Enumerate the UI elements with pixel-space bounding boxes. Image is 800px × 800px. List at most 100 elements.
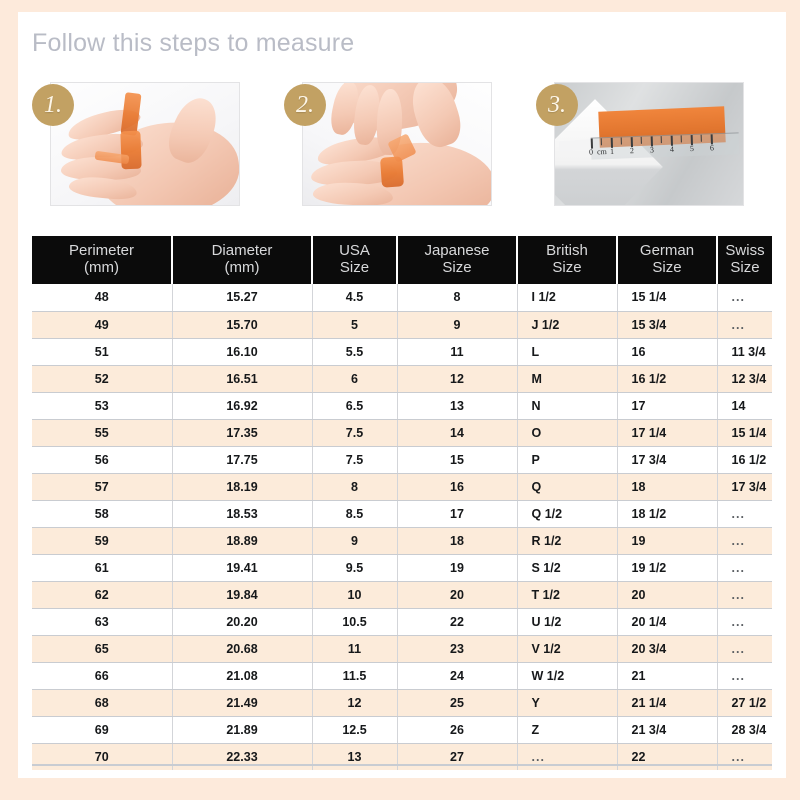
- column-header-line1: Diameter: [211, 242, 273, 259]
- table-cell: 59: [32, 527, 173, 555]
- table-cell: 21 3/4: [617, 716, 718, 744]
- table-cell: ...: [717, 608, 772, 636]
- table-cell: 8.5: [312, 500, 398, 528]
- table-cell: 19.84: [172, 581, 313, 609]
- table-cell: 14: [717, 392, 772, 420]
- table-cell: V 1/2: [517, 635, 618, 663]
- table-cell: ...: [717, 284, 772, 312]
- table-cell: 57: [32, 473, 173, 501]
- table-cell: 16: [397, 473, 518, 501]
- column-header-line1: Japanese: [424, 242, 490, 259]
- table-cell: 65: [32, 635, 173, 663]
- column-header-line1: German: [639, 242, 695, 259]
- table-cell: 11.5: [312, 662, 398, 690]
- table-cell: U 1/2: [517, 608, 618, 636]
- table-cell: 16: [617, 338, 718, 366]
- table-cell: 15 1/4: [617, 284, 718, 312]
- table-cell: ...: [717, 527, 772, 555]
- table-cell: 18: [397, 527, 518, 555]
- table-row: 48 15.27 4.5 8 I 1/2 15 1/4...: [32, 284, 772, 312]
- column-header-line2: Size: [730, 258, 760, 276]
- step-2-photo: [302, 82, 492, 206]
- table-cell: 18.19: [172, 473, 313, 501]
- column-header-line2: (mm): [84, 258, 119, 276]
- table-cell: 16.10: [172, 338, 313, 366]
- table-cell: 18.89: [172, 527, 313, 555]
- table-cell: 15 1/4: [717, 419, 772, 447]
- table-cell: M: [517, 365, 618, 393]
- table-cell: 5: [312, 311, 398, 339]
- table-cell: 17 3/4: [617, 446, 718, 474]
- measurement-guide-card: Follow this steps to measure 1.: [18, 12, 786, 778]
- ruler-label-5: 5: [689, 144, 695, 154]
- ring-size-table: Perimeter (mm) Diameter (mm) USA Size Japanese…: [32, 236, 772, 770]
- table-column-header-5: German Size: [617, 236, 718, 284]
- table-cell: 11: [312, 635, 398, 663]
- ruler-label-6: 6: [709, 143, 715, 153]
- table-cell: ...: [717, 581, 772, 609]
- table-cell: 7.5: [312, 446, 398, 474]
- column-header-line2: Size: [652, 258, 682, 276]
- table-cell: 5.5: [312, 338, 398, 366]
- table-cell: 21.49: [172, 689, 313, 717]
- table-cell: 19 1/2: [617, 554, 718, 582]
- table-cell: Y: [517, 689, 618, 717]
- table-cell: Q: [517, 473, 618, 501]
- table-cell: 10.5: [312, 608, 398, 636]
- column-header-line1: Perimeter: [68, 242, 135, 259]
- table-cell: 14: [397, 419, 518, 447]
- table-cell: 19: [397, 554, 518, 582]
- table-cell: N: [517, 392, 618, 420]
- step-3-photo: 0 cm 1 2 3 4 5 6: [554, 82, 744, 206]
- table-column-header-4: British Size: [517, 236, 618, 284]
- table-row: 56 17.75 7.5 15 P 17 3/4 16 1/2: [32, 446, 772, 474]
- table-row: 55 17.35 7.5 14 O 17 1/4 15 1/4: [32, 419, 772, 447]
- table-cell: 15: [397, 446, 518, 474]
- table-row: 58 18.53 8.5 17 Q 1/2 18 1/2...: [32, 500, 772, 528]
- step-3: 0 cm 1 2 3 4 5 6 3.: [536, 82, 744, 206]
- table-cell: 11 3/4: [717, 338, 772, 366]
- table-cell: ...: [717, 311, 772, 339]
- table-column-header-3: Japanese Size: [397, 236, 518, 284]
- ruler-tick-0-5: [600, 138, 602, 146]
- table-cell: 8: [397, 284, 518, 312]
- table-cell: 7.5: [312, 419, 398, 447]
- ruler-tick-5-5: [700, 134, 702, 142]
- table-cell: 68: [32, 689, 173, 717]
- table-cell: 20 1/4: [617, 608, 718, 636]
- table-cell: 55: [32, 419, 173, 447]
- ruler-label-1: 1: [609, 146, 615, 156]
- table-cell: ...: [717, 500, 772, 528]
- table-row: 57 18.19 8 16 Q 18 17 3/4: [32, 473, 772, 501]
- table-cell: 16.51: [172, 365, 313, 393]
- table-header-row: Perimeter (mm) Diameter (mm) USA Size Japanese…: [32, 236, 772, 284]
- table-row: 49 15.70 5 9 J 1/2 15 3/4...: [32, 311, 772, 339]
- ruler-label-cm: cm: [596, 147, 607, 157]
- table-cell: 24: [397, 662, 518, 690]
- table-cell: 58: [32, 500, 173, 528]
- table-column-header-6: Swiss Size: [717, 236, 772, 284]
- table-cell: I 1/2: [517, 284, 618, 312]
- table-cell: 63: [32, 608, 173, 636]
- table-cell: 9: [397, 311, 518, 339]
- table-cell: S 1/2: [517, 554, 618, 582]
- table-cell: O: [517, 419, 618, 447]
- table-cell: 61: [32, 554, 173, 582]
- table-cell: 17.35: [172, 419, 313, 447]
- column-header-line1: USA: [339, 242, 370, 259]
- table-cell: 9.5: [312, 554, 398, 582]
- ruler-tick-3-5: [660, 136, 662, 144]
- table-cell: 23: [397, 635, 518, 663]
- table-cell: 15.70: [172, 311, 313, 339]
- table-cell: 27 1/2: [717, 689, 772, 717]
- table-cell: 17: [397, 500, 518, 528]
- table-row: 53 16.92 6.5 13 N 17 14: [32, 392, 772, 420]
- step-3-number: 3.: [536, 84, 578, 126]
- table-cell: L: [517, 338, 618, 366]
- table-cell: 16 1/2: [617, 365, 718, 393]
- column-header-line1: Swiss: [725, 242, 765, 259]
- table-cell: 20 3/4: [617, 635, 718, 663]
- column-header-line2: Size: [339, 258, 370, 276]
- table-cell: 12: [397, 365, 518, 393]
- table-cell: 69: [32, 716, 173, 744]
